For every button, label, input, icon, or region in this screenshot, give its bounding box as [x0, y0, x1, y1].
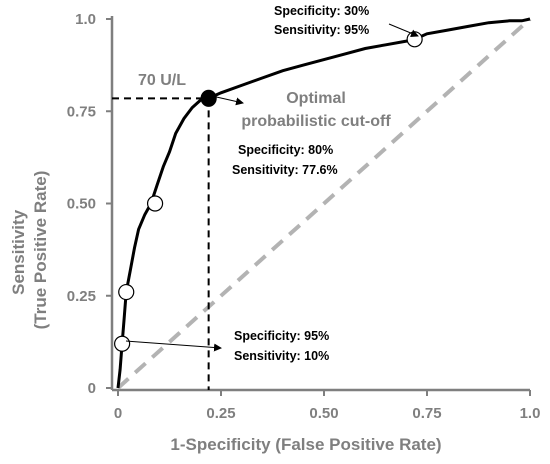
threshold-marker — [118, 283, 135, 301]
threshold-marker — [146, 195, 164, 212]
marker-group — [114, 31, 423, 352]
mid-sensitivity-label: Sensitivity: 77.6% — [232, 163, 338, 177]
y-axis-title: Sensitivity (True Positive Rate) — [9, 171, 50, 330]
threshold-marker — [406, 31, 423, 48]
y-tick-label: 0 — [88, 380, 96, 397]
optimal-cutoff-label-line-2: probabilistic cut-off — [241, 113, 391, 130]
y-axis-title-line-2: (True Positive Rate) — [31, 171, 50, 330]
y-axis-title-line-1: Sensitivity — [9, 209, 28, 295]
y-tick-label: 0.25 — [67, 288, 96, 305]
cutoff-value-label: 70 U/L — [138, 72, 186, 89]
x-axis-title: 1-Specificity (False Positive Rate) — [170, 435, 441, 454]
x-tick-group: 0 0.25 0.50 0.75 1.0 — [114, 390, 541, 422]
optimal-cutoff-label-line-1: Optimal — [286, 90, 346, 107]
reference-diagonal-line — [116, 17, 532, 390]
low-sensitivity-label: Sensitivity: 10% — [234, 349, 329, 363]
y-tick-label: 0.75 — [67, 103, 96, 120]
y-tick-group: 0 0.25 0.50 0.75 1.0 — [67, 11, 112, 397]
x-tick-label: 1.0 — [520, 405, 541, 422]
cutoff-annotation-arrow — [211, 95, 244, 106]
top-sensitivity-label: Sensitivity: 95% — [274, 23, 369, 37]
x-tick-label: 0.50 — [309, 405, 338, 422]
low-specificity-label: Specificity: 95% — [234, 329, 329, 343]
y-tick-label: 0.50 — [67, 196, 96, 213]
top-annotation-arrow — [388, 23, 419, 38]
low-annotation-arrow — [125, 340, 222, 352]
x-tick-label: 0.75 — [412, 405, 441, 422]
top-specificity-label: Specificity: 30% — [274, 4, 369, 18]
x-tick-label: 0 — [114, 405, 122, 422]
y-tick-label: 1.0 — [75, 11, 96, 28]
optimal-cutoff-marker — [200, 89, 217, 107]
x-tick-label: 0.25 — [206, 405, 235, 422]
threshold-marker — [114, 335, 131, 352]
mid-specificity-label: Specificity: 80% — [238, 143, 333, 157]
